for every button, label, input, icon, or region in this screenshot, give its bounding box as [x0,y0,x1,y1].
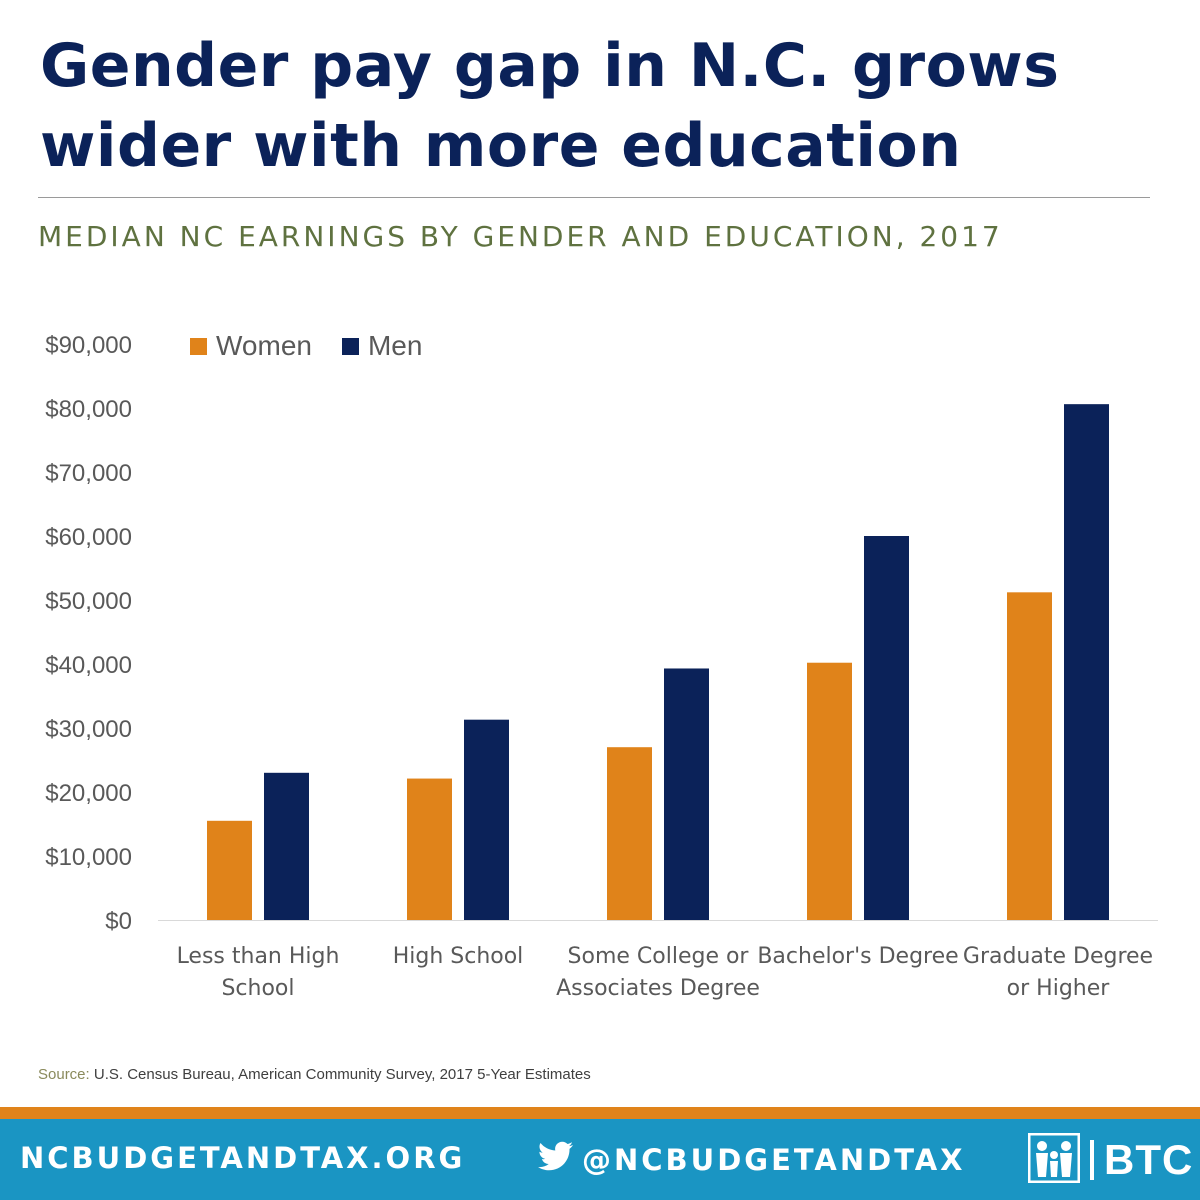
y-tick-label: $0 [105,908,132,935]
logo-divider [1090,1140,1094,1180]
x-tick-label-line: Associates Degree [556,976,760,1001]
chart-subtitle: MEDIAN NC EARNINGS BY GENDER AND EDUCATI… [38,220,1003,253]
x-tick-label-line: or Higher [1007,976,1111,1001]
y-tick-label: $30,000 [45,716,132,743]
x-tick-label-line: Bachelor's Degree [757,944,958,969]
twitter-link[interactable]: @NCBUDGETANDTAX [538,1141,966,1178]
footer-accent-bar [0,1107,1200,1119]
y-tick-label: $40,000 [45,652,132,679]
bar-women [1007,592,1052,920]
y-tick-label: $50,000 [45,588,132,615]
title-divider [38,197,1150,198]
chart-area: $0 $10,000 $20,000 $30,000 $40,000 $50,000 $60… [0,300,1200,1040]
twitter-bird-icon [538,1141,574,1178]
bar-men [264,772,309,920]
bar-men [664,668,709,920]
x-tick-label-line: Some College or [568,944,750,969]
y-tick-label: $10,000 [45,844,132,871]
page-title: Gender pay gap in N.C. grows wider with … [40,31,1060,181]
website-link[interactable]: NCBUDGETANDTAX.ORG [20,1141,466,1175]
source-label: Source: [38,1066,90,1083]
y-tick-label: $90,000 [45,332,132,359]
x-tick-label-line: Graduate Degree [963,944,1153,969]
x-tick-label: Bachelor's Degree [757,944,958,969]
y-tick-label: $80,000 [45,396,132,423]
x-tick-label-line: School [221,976,294,1001]
bar-women [607,747,652,920]
legend-item-men: Men [341,330,423,362]
legend-swatch-men [341,337,359,355]
x-tick-label: Some College or Associates Degree [556,944,760,1001]
x-tick-label-line: High School [393,944,524,969]
x-tick-label: Graduate Degree or Higher [963,944,1153,1001]
x-tick-label: Less than High School [177,944,340,1001]
bar-women [807,662,852,920]
bar-men [1064,404,1109,920]
bar-men [864,536,909,920]
legend-label-men: Men [367,330,423,361]
source-text: U.S. Census Bureau, American Community S… [93,1066,591,1083]
bar-women [407,778,452,920]
footer-bar: NCBUDGETANDTAX.ORG @NCBUDGETANDTAX BTC [0,1119,1200,1200]
logo-text: BTC [1104,1136,1194,1183]
legend-swatch-women [190,337,207,355]
bar-women [207,820,252,920]
chart-legend: Women Men [190,330,422,362]
legend-label-women: Women [216,330,312,361]
bar-men [464,719,509,920]
source-note: Source: U.S. Census Bureau, American Com… [38,1066,591,1083]
btc-logo[interactable]: BTC [1027,1132,1194,1187]
y-tick-label: $70,000 [45,460,132,487]
x-tick-label: High School [393,944,524,969]
y-tick-label: $60,000 [45,524,132,551]
bar-chart: $0 $10,000 $20,000 $30,000 $40,000 $50,000 $60… [45,332,1158,1001]
x-tick-label-line: Less than High [177,944,340,969]
twitter-handle: @NCBUDGETANDTAX [582,1142,966,1177]
family-figures-icon [1027,1132,1081,1187]
y-tick-label: $20,000 [45,780,132,807]
legend-item-women: Women [190,330,312,362]
